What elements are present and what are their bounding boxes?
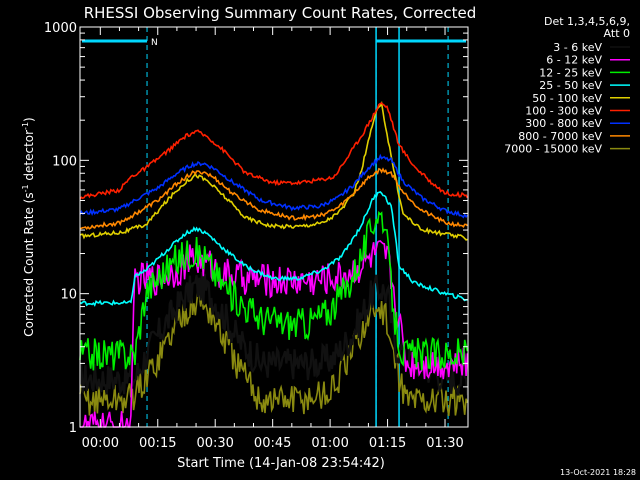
x-axis-label: Start Time (14-Jan-08 23:54:42) — [177, 456, 385, 471]
x-tick-label-5: 01:15 — [369, 436, 406, 451]
night-flag: N — [151, 38, 158, 48]
legend-label-2: 12 - 25 keV — [539, 66, 602, 79]
axes: 00:00 00:15 00:30 00:45 01:00 01:15 01:30 1 10 10… — [44, 21, 468, 451]
legend-label-4: 50 - 100 keV — [532, 92, 602, 105]
plot-frame — [79, 26, 469, 428]
legend-header-line-1: Det 1,3,4,5,6,9, — [544, 15, 630, 28]
x-tick-label-3: 00:45 — [254, 436, 291, 451]
y-tick-label-0: 1 — [69, 421, 77, 436]
y-tick-label-3: 1000 — [44, 21, 77, 36]
series-7000-15000-kev — [79, 288, 469, 417]
legend-label-0: 3 - 6 keV — [553, 41, 602, 54]
x-tick-label-4: 01:00 — [311, 436, 348, 451]
night-and-sunlight-markers: N — [82, 27, 466, 427]
legend-header-line-2: Att 0 — [604, 27, 630, 40]
series-800-7000-kev — [79, 167, 468, 230]
x-tick-label-0: 00:00 — [82, 436, 119, 451]
y-tick-label-1: 10 — [60, 288, 77, 303]
legend-label-3: 25 - 50 keV — [539, 79, 602, 92]
legend-label-7: 800 - 7000 keV — [518, 130, 602, 143]
footer-date: 13-Oct-2021 18:28 — [560, 468, 636, 477]
legend-label-6: 300 - 800 keV — [525, 117, 602, 130]
y-tick-label-2: 100 — [52, 154, 77, 169]
legend-label-8: 7000 - 15000 keV — [504, 143, 602, 156]
series-50-100-kev — [79, 100, 468, 241]
series-6-12-kev — [80, 240, 469, 428]
series-100-300-kev — [79, 102, 469, 200]
legend-label-1: 6 - 12 keV — [546, 54, 602, 67]
series-25-50-kev — [79, 190, 468, 307]
series-lines — [79, 100, 469, 428]
y-axis-label: Corrected Count Rate (s-1 detector-1) — [21, 117, 36, 336]
chart-title: RHESSI Observing Summary Count Rates, Co… — [84, 4, 477, 22]
series-300-800-kev — [79, 153, 469, 219]
series-12-25-kev — [79, 210, 469, 371]
legend-label-5: 100 - 300 keV — [525, 105, 602, 118]
x-tick-label-1: 00:15 — [139, 436, 176, 451]
x-tick-label-2: 00:30 — [196, 436, 233, 451]
x-tick-label-6: 01:30 — [426, 436, 463, 451]
